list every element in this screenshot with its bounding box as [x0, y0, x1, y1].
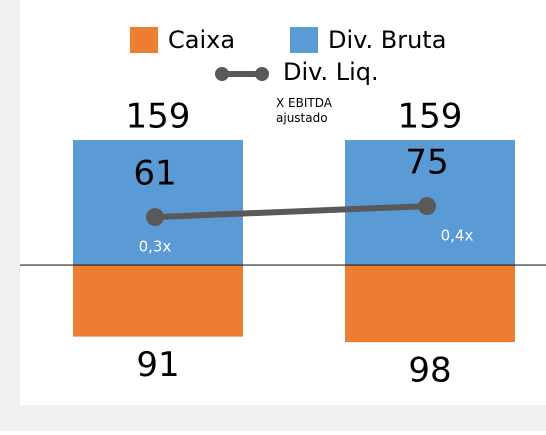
line — [154, 203, 428, 221]
legend-label: Div. Liq. — [283, 58, 379, 86]
legend-swatch — [130, 27, 158, 53]
data-label: 91 — [136, 345, 179, 385]
data-label: 98 — [408, 351, 451, 391]
bar — [73, 140, 243, 266]
legend-marker — [215, 67, 229, 81]
annotation: 0,4x — [441, 227, 474, 245]
data-label: 75 — [405, 143, 448, 183]
legend-swatch — [290, 27, 318, 53]
bar — [345, 265, 515, 343]
bar — [73, 265, 243, 337]
line-marker — [418, 197, 436, 216]
data-label: 159 — [126, 97, 191, 137]
legend-marker — [255, 67, 269, 81]
annotation-title: X EBITDA ajustado — [276, 96, 333, 125]
annotation: 0,3x — [139, 238, 172, 256]
data-label: 159 — [398, 97, 463, 137]
legend-label: Caixa — [168, 26, 235, 54]
legend-label: Div. Bruta — [328, 26, 446, 54]
data-label: 61 — [133, 154, 176, 194]
line-marker — [146, 208, 164, 227]
